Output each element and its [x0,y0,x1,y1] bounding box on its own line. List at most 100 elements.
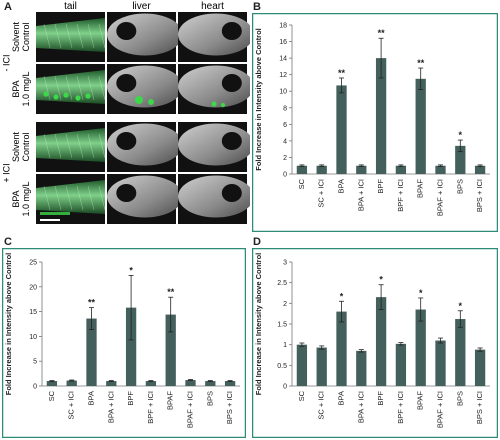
y-tick-label: 16 [279,39,287,46]
micrograph-cell-tail [36,64,106,114]
group-label: + ICI [1,163,11,182]
bar-chart-d: 0 0.5 1 1.5 2 2.5 3 Fold Increase in Intensity … [252,248,498,438]
bar [86,318,97,386]
category-label: BPS [455,179,464,194]
category-label: SC + ICI [317,391,326,420]
bar [336,85,347,174]
category-label: BPAF [416,391,425,410]
bar-chart-b: 0 2 4 6 8 10 12 14 16 18 Fold Increase in Intensit… [252,13,498,232]
micrograph-cell-tail [36,174,106,224]
category-label: BPS + ICI [475,391,484,424]
category-label: BPA [337,179,346,193]
y-tick-label: 25 [29,260,37,267]
bar [316,347,327,386]
category-label: BPS + ICI [225,391,234,424]
category-label: BPS + ICI [475,179,484,212]
category-label: BPF [376,391,385,406]
bar [316,165,327,174]
category-label: BPF + ICI [396,179,405,212]
scale-bar [40,219,60,221]
column-header-heart: heart [201,1,224,12]
micrograph-cell-heart [178,12,250,62]
column-header-liver: liver [132,1,151,12]
y-tick-label: 18 [279,23,287,30]
category-label: BPAF [166,391,175,410]
significance-marker: ** [378,28,386,38]
y-tick-label: 10 [279,89,287,96]
y-tick-label: 0 [33,384,37,391]
y-tick-label: 5 [33,359,37,366]
y-axis-label: Fold Increase in Intensity above Control [254,253,263,396]
bar [185,380,196,386]
row-label: BPA1.0 mg/L [11,181,31,216]
y-tick-label: 12 [279,72,287,79]
bar [455,319,466,386]
micrograph-cell-heart [178,64,250,114]
panel-letter-b: B [253,1,261,13]
y-tick-label: 8 [283,105,287,112]
y-tick-label: 3 [283,260,287,267]
y-axis-label: Fold Increase in Intensity above Control [254,28,263,171]
micrograph-cell-tail [36,122,106,172]
bar [145,381,157,386]
chart-frame [252,248,498,438]
category-label: BPA + ICI [106,391,115,423]
category-label: SC + ICI [67,391,76,420]
significance-marker: * [459,130,463,140]
panel-letter-d: D [253,236,261,248]
micrograph-cell-heart [178,174,250,224]
bar [356,165,367,174]
significance-marker: * [379,275,383,285]
significance-marker: * [459,301,463,311]
category-label: BPA [337,391,346,405]
category-label: BPS [455,391,464,406]
category-label: BPF + ICI [146,391,155,424]
panel-letter-c: C [4,236,12,248]
bar [395,165,407,174]
bar [415,309,426,386]
bar [224,381,236,386]
bar [474,349,486,386]
y-tick-label: 4 [283,138,287,145]
category-label: BPA + ICI [356,391,365,423]
significance-marker: * [129,265,133,275]
category-label: BPF [126,391,135,406]
bar [395,343,407,386]
bar [296,344,308,386]
y-tick-label: 14 [279,56,287,63]
significance-marker: ** [417,58,425,68]
category-label: SC + ICI [317,179,326,208]
bar [375,58,387,174]
row-label: SolventControl [11,21,31,52]
y-tick-label: 10 [29,334,37,341]
category-label: BPA [87,391,96,405]
y-tick-label: 1 [283,342,287,349]
significance-marker: ** [88,298,96,308]
y-tick-label: 0 [283,172,287,179]
bar-chart-c: 0 5 10 15 20 25 Fold Increase in Intensity abo… [2,248,246,438]
bar [336,311,347,386]
category-label: BPAF [416,179,425,198]
category-label: SC [47,390,56,401]
y-tick-label: 15 [29,309,37,316]
significance-marker: * [340,291,344,301]
y-axis-label: Fold Increase in Intensity above Control [4,253,13,396]
panel-letter-a: A [4,1,12,13]
category-label: SC [297,390,306,401]
significance-marker: * [419,288,423,298]
category-label: BPAF + ICI [186,391,195,428]
chart-frame [252,13,498,232]
y-tick-label: 1.5 [277,322,287,329]
bar [435,340,446,386]
bar [375,297,387,386]
category-label: SC [297,178,306,189]
micrograph-cell-liver [107,64,183,114]
y-tick-label: 2 [283,301,287,308]
bar [165,314,176,386]
category-label: BPF + ICI [396,391,405,424]
micrograph-cell-heart [178,122,250,172]
significance-marker: ** [167,287,175,297]
bar [356,350,367,386]
category-label: BPS [205,391,214,406]
y-tick-label: 20 [29,284,37,291]
